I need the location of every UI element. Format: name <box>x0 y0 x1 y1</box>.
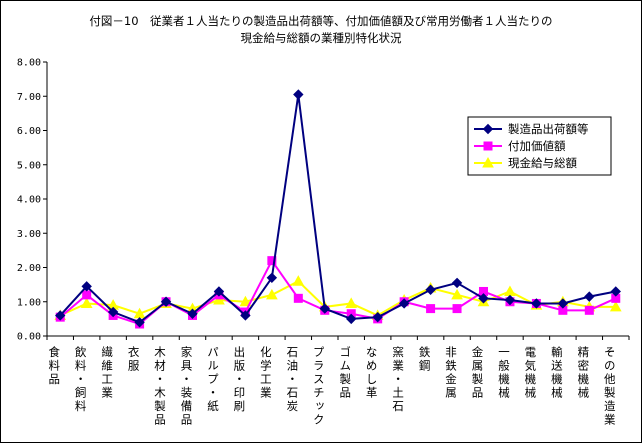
data-point-2 <box>426 304 436 314</box>
legend-label-3: 現金給与総額 <box>508 156 577 170</box>
data-point-1 <box>531 298 542 309</box>
category-label: 石油・石炭 <box>285 346 299 414</box>
legend-marker-1 <box>482 123 494 135</box>
legend-label-2: 付加価値額 <box>508 139 566 153</box>
category-label: 木材・木製品 <box>153 346 167 427</box>
data-point-2 <box>82 290 92 300</box>
data-point-3 <box>504 285 516 296</box>
y-tick-label: 7.00 <box>17 92 41 103</box>
category-label: 非鉄金属 <box>444 346 458 400</box>
data-point-1 <box>610 286 621 297</box>
y-tick-label: 4.00 <box>17 195 41 206</box>
data-point-2 <box>584 305 594 315</box>
data-point-3 <box>345 297 358 308</box>
data-point-3 <box>80 297 93 308</box>
data-point-1 <box>557 298 569 309</box>
category-label: 家具・装備品 <box>180 345 194 427</box>
category-label: 飲料・飼料 <box>74 345 88 413</box>
data-point-1 <box>319 303 330 314</box>
category-label: ゴム製品 <box>338 345 352 400</box>
data-point-3 <box>239 295 252 307</box>
legend-marker-2 <box>483 141 493 151</box>
category-label: その他製造業 <box>603 346 617 427</box>
category-label: プラスチック <box>312 346 326 427</box>
data-point-1 <box>266 272 278 283</box>
category-label: 繊維工業 <box>100 346 114 400</box>
data-point-1 <box>425 284 436 295</box>
data-point-1 <box>213 286 225 297</box>
category-label: 精密機械 <box>576 346 590 400</box>
data-point-1 <box>81 281 92 292</box>
category-label: パルプ・紙 <box>206 346 220 414</box>
chart-title-line2: 現金給与総額の業種別特化状況 <box>240 31 402 45</box>
data-point-1 <box>584 291 595 302</box>
series-line-1 <box>59 94 616 324</box>
category-label: 鉄鋼 <box>418 345 432 373</box>
data-point-1 <box>372 311 383 323</box>
category-label: 輸送機械 <box>550 345 564 400</box>
category-label: 食料品 <box>47 345 61 386</box>
data-point-1 <box>134 317 145 328</box>
data-point-1 <box>346 313 357 325</box>
data-point-2 <box>293 293 303 303</box>
y-tick-label: 5.00 <box>17 160 41 171</box>
data-point-1 <box>478 293 489 304</box>
y-tick-label: 0.00 <box>17 332 41 343</box>
legend-marker-3 <box>482 156 494 168</box>
data-point-1 <box>240 310 251 321</box>
data-point-1 <box>187 308 198 319</box>
data-point-3 <box>451 288 463 300</box>
category-label: なめし革 <box>365 346 379 400</box>
category-label: 衣服 <box>127 345 141 373</box>
data-point-1 <box>451 277 463 289</box>
data-point-1 <box>107 306 119 318</box>
category-label: 出版・印刷 <box>232 345 246 413</box>
data-point-1 <box>55 310 66 321</box>
data-point-3 <box>213 294 225 305</box>
data-point-2 <box>452 304 462 314</box>
category-label: 電気機械 <box>523 346 537 400</box>
y-tick-label: 1.00 <box>17 297 41 308</box>
data-point-2 <box>267 256 277 266</box>
y-tick-label: 8.00 <box>17 58 41 69</box>
data-point-1 <box>293 89 304 100</box>
y-tick-label: 6.00 <box>17 126 41 137</box>
category-label: 窯業・土石 <box>391 345 405 413</box>
data-point-1 <box>398 298 410 309</box>
data-point-1 <box>504 294 516 306</box>
series-line-3 <box>59 279 616 317</box>
legend-label-1: 製造品出荷額等 <box>508 122 589 136</box>
category-label: 一般機械 <box>497 346 511 400</box>
chart-title-line1: 付図－10 従業者１人当たりの製造品出荷額等、付加価値額及び常用労働者１人当たり… <box>89 14 553 28</box>
data-point-3 <box>292 275 305 286</box>
data-point-3 <box>266 288 278 300</box>
data-point-3 <box>609 300 622 312</box>
y-tick-label: 3.00 <box>17 229 41 240</box>
category-label: 化学工業 <box>259 345 273 400</box>
y-tick-label: 2.00 <box>17 263 41 274</box>
category-label: 金属製品 <box>471 345 485 400</box>
data-point-1 <box>160 296 172 307</box>
